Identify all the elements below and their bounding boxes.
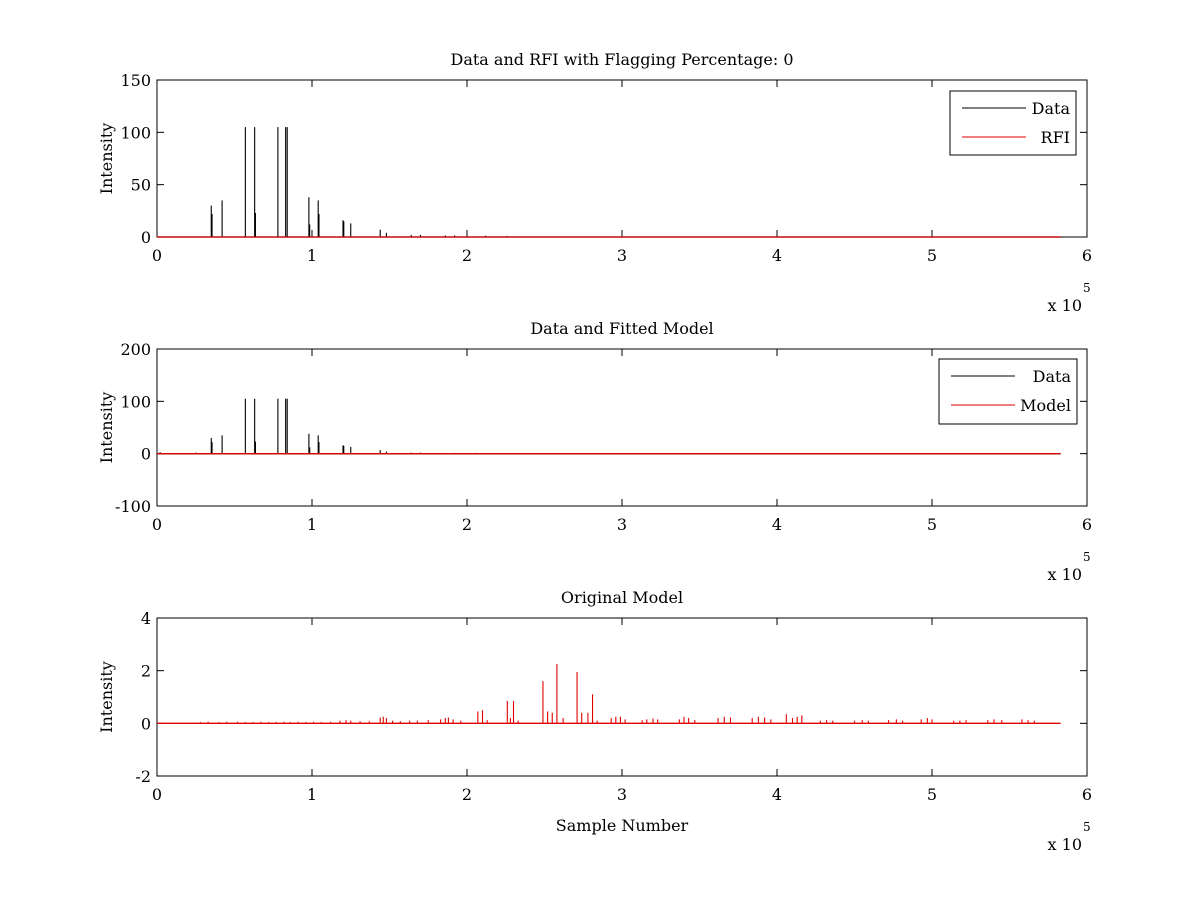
x-tick-label: 6 <box>1082 515 1092 534</box>
y-tick-label: 50 <box>131 176 151 195</box>
y-tick-label: 4 <box>141 609 151 628</box>
legend-label-model: Model <box>1020 396 1071 415</box>
legend-label-data: Data <box>1032 99 1071 118</box>
y-tick-label: 0 <box>141 228 151 247</box>
x-tick-label: 1 <box>307 246 317 265</box>
x-tick-label: 5 <box>927 246 937 265</box>
x-tick-label: 6 <box>1082 785 1092 804</box>
subplot-title: Data and RFI with Flagging Percentage: 0 <box>450 50 793 69</box>
x-tick-label: 3 <box>617 785 627 804</box>
legend: Data RFI <box>949 90 1077 156</box>
x-tick-label: 2 <box>462 785 472 804</box>
x-tick-label: 6 <box>1082 246 1092 265</box>
subplot-title: Data and Fitted Model <box>530 319 713 338</box>
x-tick-label: 0 <box>152 246 162 265</box>
plot-area <box>157 127 1061 238</box>
x-tick-label: 4 <box>772 246 782 265</box>
legend-box <box>949 90 1077 156</box>
x-axis-label: Sample Number <box>556 816 689 835</box>
subplot-title: Original Model <box>561 588 683 607</box>
x-tick-label: 3 <box>617 246 627 265</box>
y-tick-label: 0 <box>141 445 151 464</box>
x-tick-label: 2 <box>462 246 472 265</box>
axes-box <box>156 348 1088 507</box>
plot-area <box>157 398 1061 455</box>
x-multiplier-exponent: 5 <box>1083 550 1091 564</box>
x-tick-label: 1 <box>307 785 317 804</box>
y-tick-label: -2 <box>135 767 151 786</box>
x-tick-label: 1 <box>307 515 317 534</box>
series-model <box>157 453 1061 455</box>
y-axis-label: Intensity <box>97 392 116 464</box>
x-tick-label: 0 <box>152 515 162 534</box>
legend-box <box>938 358 1078 425</box>
axes-box <box>156 79 1088 238</box>
x-tick-label: 5 <box>927 515 937 534</box>
y-tick-label: -100 <box>115 497 151 516</box>
series-model <box>157 664 1061 724</box>
y-tick-label: 200 <box>120 340 151 359</box>
x-tick-label: 2 <box>462 515 472 534</box>
x-multiplier-label: x 10 <box>1048 296 1082 315</box>
y-tick-label: 100 <box>120 123 151 142</box>
x-multiplier-label: x 10 <box>1048 565 1082 584</box>
x-tick-label: 3 <box>617 515 627 534</box>
legend: Data Model <box>938 358 1078 425</box>
legend-label-data: Data <box>1033 367 1072 386</box>
x-tick-label: 5 <box>927 785 937 804</box>
y-axis-label: Intensity <box>97 661 116 733</box>
x-multiplier-exponent: 5 <box>1083 281 1091 295</box>
legend-label-rfi: RFI <box>1041 128 1070 147</box>
x-tick-label: 4 <box>772 515 782 534</box>
plot-area <box>157 664 1061 724</box>
y-tick-label: 0 <box>141 714 151 733</box>
y-tick-label: 100 <box>120 392 151 411</box>
x-tick-label: 4 <box>772 785 782 804</box>
y-axis-label: Intensity <box>97 123 116 195</box>
x-tick-label: 0 <box>152 785 162 804</box>
y-tick-label: 150 <box>120 71 151 90</box>
x-multiplier-label: x 10 <box>1048 835 1082 854</box>
x-multiplier-exponent: 5 <box>1083 820 1091 834</box>
y-tick-label: 2 <box>141 662 151 681</box>
axes-box <box>156 617 1088 777</box>
